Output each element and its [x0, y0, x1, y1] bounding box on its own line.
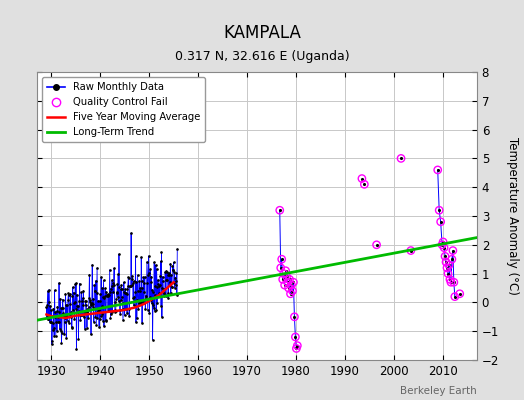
- Text: KAMPALA: KAMPALA: [223, 24, 301, 42]
- Point: [276, 207, 284, 214]
- Point: [283, 279, 292, 286]
- Point: [291, 334, 300, 340]
- Point: [279, 270, 288, 277]
- Point: [440, 244, 448, 251]
- Point: [443, 265, 451, 271]
- Point: [288, 288, 297, 294]
- Point: [360, 181, 368, 188]
- Point: [441, 253, 449, 260]
- Point: [442, 259, 450, 265]
- Point: [445, 262, 453, 268]
- Point: [358, 175, 366, 182]
- Point: [290, 314, 299, 320]
- Point: [435, 207, 443, 214]
- Point: [433, 167, 442, 173]
- Point: [450, 279, 458, 286]
- Point: [289, 279, 298, 286]
- Point: [278, 276, 287, 282]
- Point: [278, 256, 286, 262]
- Point: [447, 279, 455, 286]
- Point: [281, 268, 290, 274]
- Point: [286, 276, 294, 282]
- Point: [373, 242, 381, 248]
- Point: [438, 242, 446, 248]
- Point: [407, 247, 415, 254]
- Point: [447, 256, 456, 262]
- Point: [451, 294, 459, 300]
- Point: [285, 285, 293, 291]
- Point: [282, 273, 291, 280]
- Point: [280, 282, 289, 288]
- Point: [444, 270, 452, 277]
- Y-axis label: Temperature Anomaly (°C): Temperature Anomaly (°C): [506, 137, 519, 295]
- Point: [286, 290, 294, 297]
- Point: [287, 282, 296, 288]
- Text: 0.317 N, 32.616 E (Uganda): 0.317 N, 32.616 E (Uganda): [174, 50, 350, 63]
- Point: [449, 247, 457, 254]
- Point: [436, 218, 445, 225]
- Point: [397, 155, 405, 162]
- Point: [292, 345, 301, 352]
- Point: [455, 290, 464, 297]
- Legend: Raw Monthly Data, Quality Control Fail, Five Year Moving Average, Long-Term Tren: Raw Monthly Data, Quality Control Fail, …: [42, 77, 205, 142]
- Text: Berkeley Earth: Berkeley Earth: [400, 386, 477, 396]
- Point: [293, 342, 301, 349]
- Point: [439, 239, 447, 245]
- Point: [446, 276, 454, 282]
- Point: [277, 265, 285, 271]
